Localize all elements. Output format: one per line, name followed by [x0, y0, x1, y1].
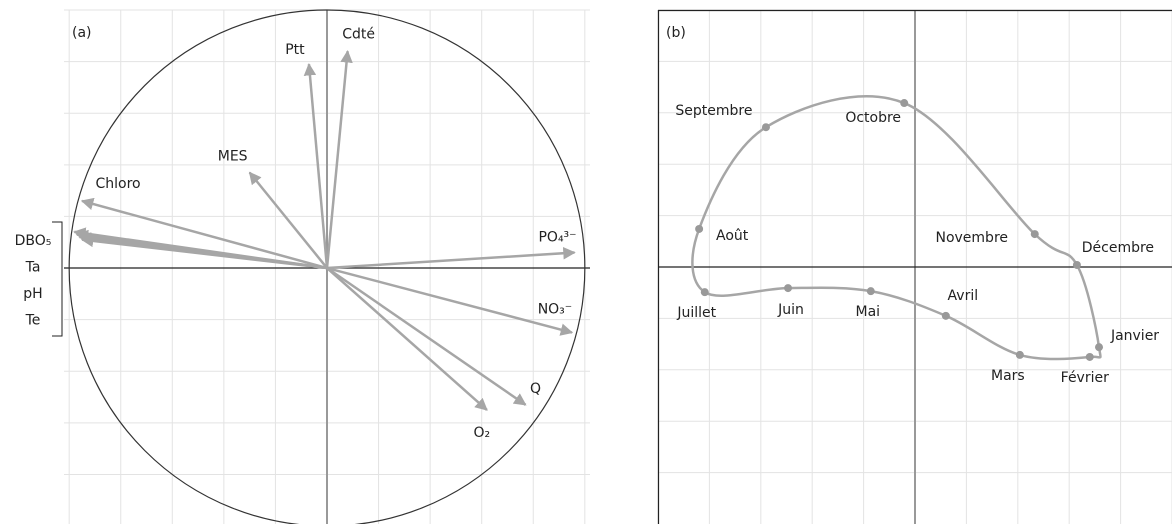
trajectory	[691, 95, 1102, 361]
month-label: Juin	[777, 302, 804, 318]
vector-arrow	[80, 234, 328, 270]
month-point	[1095, 343, 1104, 352]
vector-label: Te	[25, 313, 41, 329]
vector-label: Cdté	[342, 26, 375, 42]
month-point	[1072, 260, 1081, 269]
vector-arrow	[325, 50, 353, 269]
month-point	[695, 224, 704, 233]
month-label: Octobre	[845, 110, 901, 126]
vector-arrow	[248, 171, 328, 269]
vector-label: MES	[218, 149, 248, 165]
month-point	[1085, 352, 1094, 361]
vector-label: DBO₅	[15, 233, 52, 249]
month-point	[941, 311, 950, 320]
vector-arrow	[326, 247, 576, 270]
month-label: Janvier	[1110, 328, 1159, 344]
vector-label: Ta	[25, 260, 41, 276]
month-label: Avril	[948, 288, 979, 304]
vector-arrow	[326, 267, 527, 406]
month-point	[700, 288, 709, 297]
month-label: Septembre	[675, 103, 752, 119]
vector-arrow	[303, 62, 329, 269]
month-point	[1015, 350, 1024, 359]
vector-label: Q	[530, 381, 541, 397]
vector-label: Ptt	[285, 42, 305, 58]
month-label: Août	[716, 228, 749, 244]
vector-label: O₂	[474, 425, 491, 441]
month-label: Juillet	[676, 305, 716, 321]
vector-label: NO₃⁻	[538, 302, 573, 318]
month-point	[1030, 230, 1039, 239]
month-point	[761, 123, 770, 132]
correlation-circle	[68, 9, 586, 524]
month-label: Mai	[856, 304, 881, 320]
vector-arrow	[326, 267, 488, 411]
vector-arrow	[80, 197, 328, 270]
vector-label: Chloro	[95, 176, 140, 192]
month-point	[784, 284, 793, 293]
month-point	[900, 99, 909, 108]
month-label: Mars	[991, 368, 1025, 384]
vector-label: PO₄³⁻	[538, 230, 576, 246]
vector-arrow	[326, 266, 574, 336]
vector-label: pH	[23, 286, 42, 302]
month-point	[866, 287, 875, 296]
panel-label: (a)	[72, 25, 92, 41]
panel-label: (b)	[666, 25, 686, 41]
month-label: Décembre	[1082, 240, 1154, 256]
month-label: Novembre	[935, 230, 1008, 246]
month-label: Février	[1061, 370, 1109, 386]
group-bracket	[52, 221, 63, 337]
